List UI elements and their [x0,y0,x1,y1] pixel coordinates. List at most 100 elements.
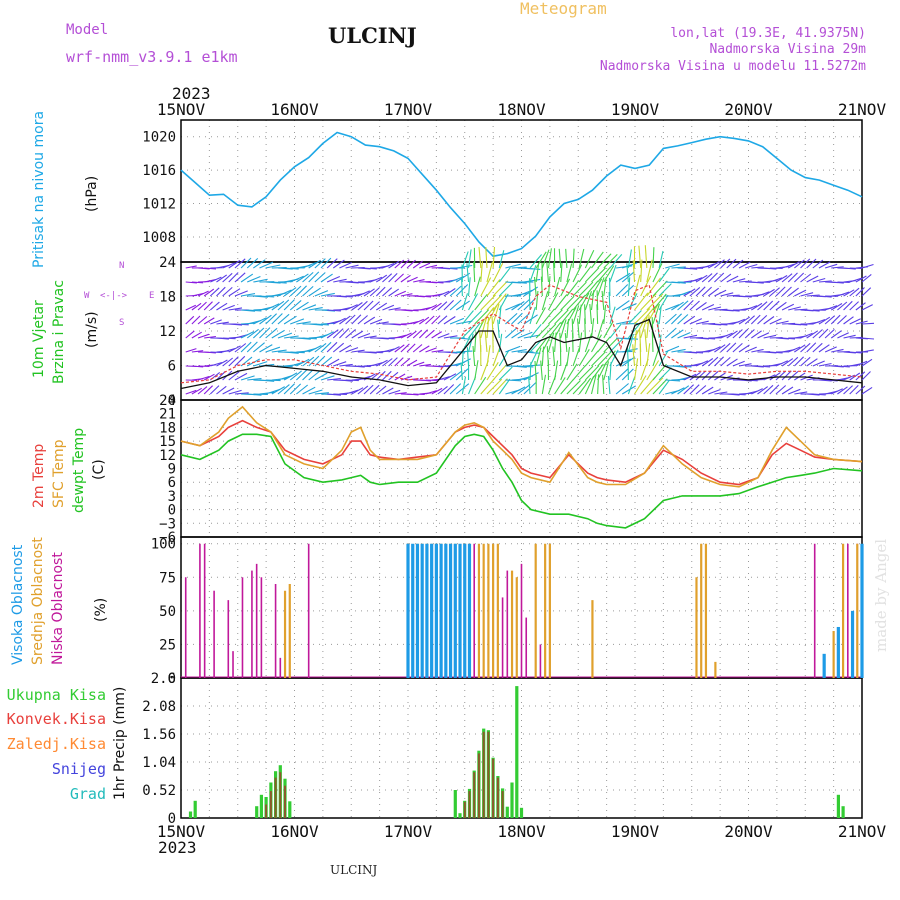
wind-barb [535,347,542,367]
wind-barb [246,341,258,353]
wind-barb [652,363,667,381]
wind-barb [644,329,648,353]
wind-barb [818,316,831,325]
wind-barb [271,329,285,339]
precip-ytick: 0.52 [142,783,176,799]
model-label: Model [66,22,108,38]
wind-barb [560,262,563,283]
pressure-ytick: 1012 [142,197,176,213]
pressure-unit: (hPa) [84,176,100,212]
wind-barb [695,286,706,297]
precip-bar [458,813,462,818]
wind-barb [480,307,495,325]
wind-barb [314,372,328,381]
wind-barb [523,334,541,339]
precip-bar [836,794,840,818]
wind-barb [222,272,233,283]
wind-barb [388,389,401,395]
wind-barb [498,378,511,395]
wind-barb [627,293,638,311]
wind-barb [794,391,808,395]
wind-barb [781,358,794,367]
wind-barb [437,385,448,395]
wind-barb [419,316,430,325]
time-tick-top: 21NOV [838,100,887,119]
wind-barb [787,287,799,297]
wind-barb [474,376,487,395]
wind-barb [345,328,356,339]
wind-barb [775,370,786,381]
wind-barb [240,293,256,297]
wind-barb [627,376,636,395]
wind-barb [720,292,734,297]
wind-ytick: 18 [159,290,176,306]
wind-barb [849,287,860,297]
wind-barb [449,275,465,283]
wind-barb [357,385,369,395]
wind-barb [197,316,208,325]
wind-barb [560,319,567,339]
wind-barb [788,306,801,311]
wind-barb [591,267,606,283]
wind-barb [707,370,719,381]
wind-barb [474,360,479,381]
wind-barb [558,248,562,269]
y-tick-labels: 10201016101210082418126024211815129630−3… [142,130,176,827]
wind-barb [314,342,327,353]
wind-barb [800,356,811,367]
wind-barb [769,277,783,283]
wind-barb [492,303,500,325]
precip-bar [288,801,292,818]
wind-barb [191,302,202,311]
wind-barb [327,393,341,396]
wind-barb [701,273,713,283]
wind-barb [357,290,370,297]
wind-barb [818,261,831,269]
wind-barb [326,258,338,269]
temp-unit: (C) [91,459,107,480]
wind-barb [615,368,629,381]
wind-barb [775,385,787,395]
cloud-low-label: Niska Oblacnost [50,552,66,665]
wind-barb [720,273,732,283]
wind-barb [806,330,818,339]
wind-barb [714,272,725,283]
wind-barb [578,377,592,395]
temp-sfc-label: SFC Temp [51,439,67,508]
wind-barb [806,342,817,353]
wind-barb [533,276,537,297]
wind-barb [861,304,873,311]
wind-barb [197,333,210,339]
wind-barb [375,286,386,297]
wind-barb [627,277,631,297]
wind-barb [597,374,600,395]
precip-bar [259,794,263,818]
wind-barb [351,387,364,395]
wind-barb [406,330,417,339]
wind-barb [576,318,580,339]
wind-barb [855,371,866,381]
wind-barb [855,320,868,325]
wind-label-1: 10m Vjetar [31,300,47,378]
wind-barb [197,386,208,395]
wind-barb [824,315,836,325]
wind-barb [837,315,847,325]
wind-barb [794,344,806,353]
wind-barb [492,378,508,395]
wind-barb [456,350,473,353]
cloud-high-label: Visoka Oblacnost [10,544,26,665]
wind-barb [486,345,491,367]
wind-barb [633,274,641,297]
wind-barb [640,259,643,283]
wind-barb [185,348,197,353]
wind-barb [806,358,818,367]
wind-barb [253,259,266,269]
wind-barb [209,301,220,311]
wind-barb [800,332,813,339]
cloud-ytick: 75 [159,570,176,586]
wind-barb [283,372,298,381]
wind-barb [714,356,724,367]
wind-barb [535,336,549,353]
wind-barb [861,287,872,297]
wind-barb [228,371,240,381]
